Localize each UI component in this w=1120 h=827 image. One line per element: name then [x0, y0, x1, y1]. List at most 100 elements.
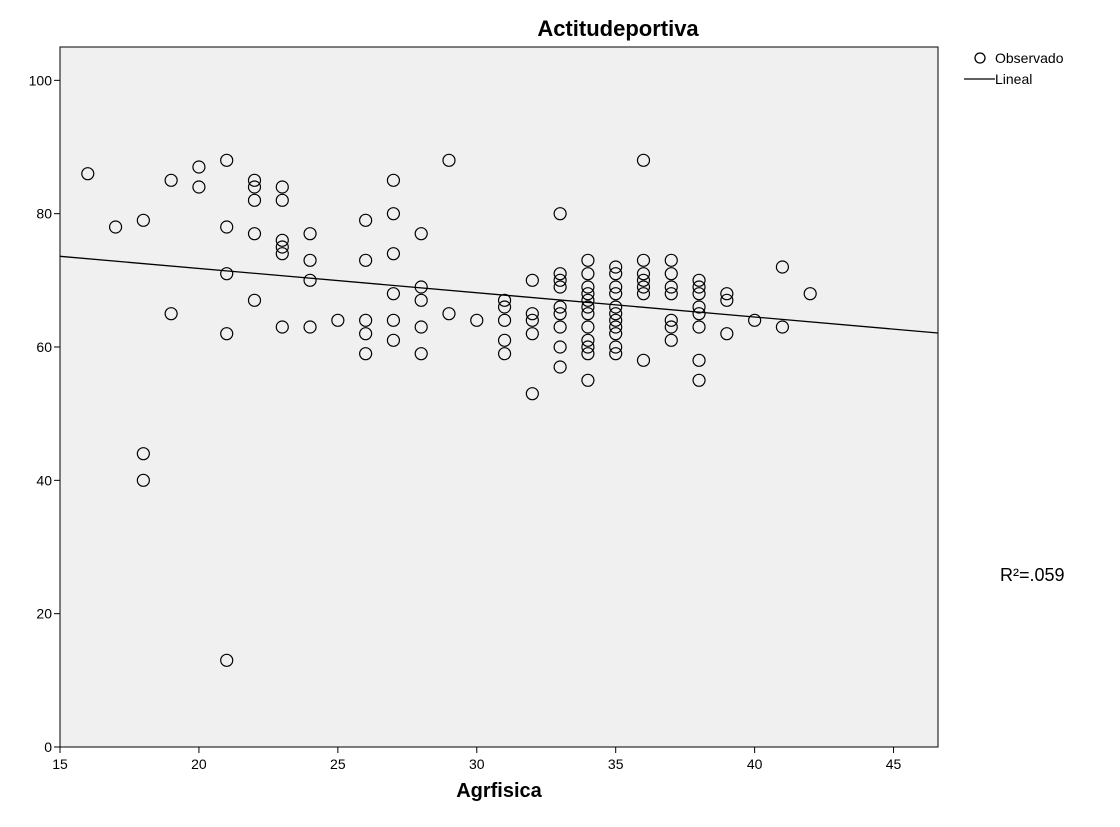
data-point [581, 267, 595, 281]
data-point [775, 260, 790, 274]
x-axis: 15 20 25 30 35 40 45 [52, 747, 902, 772]
data-point [609, 340, 623, 354]
chart-title: Actitudeportiva [537, 16, 699, 41]
data-point [275, 247, 289, 261]
data-point [247, 293, 262, 307]
data-point [581, 347, 595, 361]
data-point [497, 313, 512, 327]
data-point [664, 280, 678, 294]
data-point [581, 333, 595, 347]
data-point [553, 267, 567, 281]
data-point [692, 373, 706, 387]
data-point [692, 320, 706, 334]
data-point [581, 253, 595, 267]
data-point [136, 213, 150, 227]
data-point [581, 287, 595, 301]
data-point [775, 320, 790, 334]
data-point [692, 280, 706, 294]
data-point [664, 267, 678, 281]
data-point [303, 253, 317, 267]
data-point [609, 327, 623, 341]
x-tick-label: 20 [191, 756, 207, 772]
x-tick-label: 35 [608, 756, 624, 772]
data-point [720, 293, 734, 307]
data-point [664, 333, 678, 347]
y-tick-label: 0 [44, 739, 52, 755]
data-point [720, 327, 734, 341]
data-point [609, 300, 623, 314]
data-point [609, 347, 623, 361]
data-point [359, 313, 373, 327]
data-point [359, 253, 373, 267]
data-point [386, 207, 401, 221]
fit-line [59, 255, 939, 334]
data-point [331, 313, 345, 327]
r-squared-label: R²=.059 [1000, 565, 1065, 585]
data-point [692, 300, 706, 314]
data-point [247, 173, 262, 187]
data-point [636, 280, 651, 294]
data-point [803, 287, 817, 301]
data-point [525, 307, 539, 321]
data-point [636, 353, 651, 367]
data-point [636, 153, 651, 167]
x-tick-label: 25 [330, 756, 346, 772]
data-point [553, 360, 567, 374]
data-point [386, 247, 401, 261]
data-point [164, 173, 178, 187]
data-point [692, 287, 706, 301]
data-point [386, 313, 401, 327]
data-point [553, 307, 567, 321]
data-point [692, 273, 706, 287]
data-point [442, 307, 456, 321]
data-point [525, 327, 539, 341]
data-point [192, 160, 206, 174]
data-point [525, 387, 539, 401]
x-tick-label: 40 [747, 756, 763, 772]
data-point [636, 253, 651, 267]
data-point [192, 180, 206, 194]
data-point [414, 227, 428, 241]
data-point [581, 373, 595, 387]
data-point [247, 193, 262, 207]
data-point [581, 320, 595, 334]
data-point [359, 327, 373, 341]
legend-lineal-label: Lineal [995, 71, 1032, 87]
y-tick-label: 20 [36, 606, 52, 622]
data-point [581, 307, 595, 321]
data-point [247, 180, 262, 194]
data-point [220, 267, 234, 281]
data-point [609, 267, 623, 281]
data-point [581, 293, 595, 307]
data-point [609, 260, 623, 274]
data-point [636, 287, 651, 301]
legend-observado-label: Observado [995, 50, 1064, 66]
data-point [581, 300, 595, 314]
data-point [275, 233, 289, 247]
y-tick-label: 40 [36, 472, 52, 488]
data-point [359, 213, 373, 227]
y-tick-label: 80 [36, 206, 52, 222]
x-axis-label: Agrfisica [456, 780, 542, 802]
data-point [636, 267, 651, 281]
data-point [414, 320, 428, 334]
data-point [386, 287, 401, 301]
data-point [609, 280, 623, 294]
data-point [386, 333, 401, 347]
data-point [497, 293, 512, 307]
legend: Observado Lineal [964, 50, 1064, 87]
data-point [303, 273, 317, 287]
data-point [247, 227, 262, 241]
data-point [609, 320, 623, 334]
y-tick-label: 60 [36, 339, 52, 355]
data-point [664, 313, 678, 327]
data-point [525, 273, 539, 287]
data-point [692, 353, 706, 367]
data-point [442, 153, 456, 167]
y-axis: 0 20 40 60 80 100 [29, 72, 60, 755]
x-tick-label: 15 [52, 756, 68, 772]
data-point [303, 227, 317, 241]
x-tick-label: 45 [886, 756, 902, 772]
data-point [553, 280, 567, 294]
